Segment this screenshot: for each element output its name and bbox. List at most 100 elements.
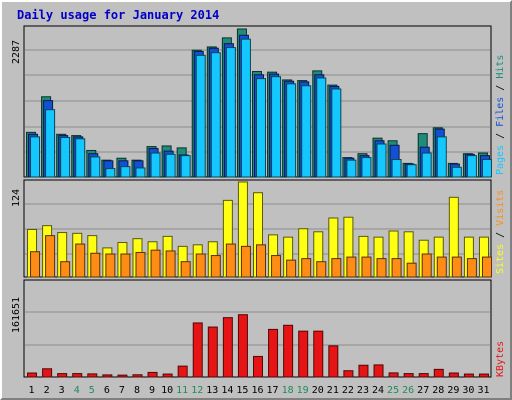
bar-kbytes-day-12 <box>192 322 203 378</box>
x-tick-label-day-18: 18 <box>282 385 294 396</box>
bar-kbytes-day-28 <box>433 368 444 378</box>
legend-hits-files-pages: Pages / Files / Hits <box>495 55 506 175</box>
x-tick-label-day-12: 12 <box>191 385 203 396</box>
legend-kbytes: KBytes <box>495 341 506 377</box>
x-tick-label-day-8: 8 <box>134 385 140 396</box>
bar-pages-day-20 <box>316 77 327 178</box>
x-tick-label-day-6: 6 <box>104 385 110 396</box>
bar-visits-day-4 <box>75 243 86 278</box>
legend-visits: Visits <box>495 190 506 226</box>
bar-kbytes-day-1 <box>27 372 38 378</box>
x-tick-label-day-16: 16 <box>251 385 263 396</box>
x-tick-label-day-5: 5 <box>89 385 95 396</box>
bar-pages-day-13 <box>210 52 221 178</box>
bar-pages-day-19 <box>301 85 312 178</box>
bar-kbytes-day-26 <box>403 373 414 378</box>
bar-visits-day-3 <box>60 261 71 278</box>
bar-pages-day-21 <box>331 88 342 178</box>
bar-pages-day-29 <box>451 166 462 178</box>
x-tick-label-day-20: 20 <box>312 385 324 396</box>
bar-kbytes-day-18 <box>283 324 294 378</box>
x-tick-label-day-19: 19 <box>297 385 309 396</box>
bar-kbytes-day-20 <box>313 330 324 378</box>
bar-pages-day-8 <box>135 167 146 178</box>
bar-kbytes-day-29 <box>448 372 459 378</box>
x-tick-label-day-9: 9 <box>149 385 155 396</box>
bar-visits-day-29 <box>451 256 462 278</box>
bar-pages-day-10 <box>165 153 176 178</box>
legend-hits: Hits <box>495 55 506 79</box>
bar-kbytes-day-3 <box>57 373 68 378</box>
bar-kbytes-day-11 <box>177 365 188 378</box>
x-tick-label-day-25: 25 <box>387 385 399 396</box>
bar-pages-day-1 <box>30 136 41 178</box>
bar-visits-day-5 <box>90 252 101 278</box>
bar-kbytes-day-25 <box>388 372 399 378</box>
bar-pages-day-25 <box>391 159 402 178</box>
bar-visits-day-14 <box>225 243 236 278</box>
bar-pages-day-14 <box>225 47 236 178</box>
x-tick-label-day-26: 26 <box>402 385 414 396</box>
bar-pages-day-24 <box>376 143 387 178</box>
bar-pages-day-15 <box>240 38 251 178</box>
bar-visits-day-2 <box>45 235 56 278</box>
bar-kbytes-day-4 <box>72 373 83 378</box>
bar-visits-day-18 <box>286 259 297 278</box>
x-tick-label-day-7: 7 <box>119 385 125 396</box>
x-tick-label-day-11: 11 <box>176 385 188 396</box>
bar-visits-day-26 <box>406 262 417 278</box>
legend-separator: / <box>495 127 506 145</box>
bar-visits-day-7 <box>120 253 131 278</box>
bar-pages-day-12 <box>195 54 206 178</box>
x-tick-label-day-3: 3 <box>59 385 65 396</box>
bar-visits-day-31 <box>481 256 492 278</box>
x-tick-label-day-27: 27 <box>417 385 429 396</box>
legend-separator: / <box>495 226 506 244</box>
bar-visits-day-22 <box>346 256 357 278</box>
bar-pages-day-18 <box>286 83 297 178</box>
x-tick-label-day-24: 24 <box>372 385 384 396</box>
bar-visits-day-8 <box>135 251 146 278</box>
bar-visits-day-12 <box>195 253 206 278</box>
x-tick-label-day-14: 14 <box>221 385 233 396</box>
bar-kbytes-day-27 <box>418 373 429 378</box>
bar-pages-day-27 <box>421 152 432 178</box>
bar-kbytes-day-6 <box>102 374 113 378</box>
bar-pages-day-5 <box>90 156 101 178</box>
bar-pages-day-23 <box>361 157 372 178</box>
bar-pages-day-28 <box>436 136 447 178</box>
bar-visits-day-25 <box>391 258 402 278</box>
bar-kbytes-day-30 <box>463 373 474 378</box>
bar-kbytes-day-2 <box>42 368 53 378</box>
bar-visits-day-16 <box>256 244 266 278</box>
bar-kbytes-day-21 <box>328 345 339 378</box>
bar-pages-day-9 <box>150 152 161 178</box>
bar-pages-day-26 <box>406 164 417 178</box>
bar-kbytes-day-16 <box>253 355 263 378</box>
bar-pages-day-11 <box>180 155 191 178</box>
legend-separator: / <box>495 79 506 97</box>
bar-visits-day-10 <box>165 250 176 278</box>
ymax-label-hits-files-pages: 2287 <box>11 40 22 64</box>
x-tick-label-day-23: 23 <box>357 385 369 396</box>
bar-pages-day-30 <box>466 155 477 178</box>
bar-pages-day-7 <box>120 166 131 178</box>
bar-visits-day-27 <box>421 253 432 278</box>
x-tick-label-day-29: 29 <box>447 385 459 396</box>
legend-files: Files <box>495 97 506 127</box>
legend-sites: Sites <box>495 244 506 274</box>
bar-visits-day-20 <box>316 261 327 278</box>
bar-kbytes-day-5 <box>87 373 98 378</box>
bar-pages-day-6 <box>105 168 116 178</box>
bar-visits-day-23 <box>361 256 372 278</box>
legend-kbytes: KBytes <box>495 341 506 377</box>
bar-pages-day-2 <box>45 109 56 178</box>
x-tick-label-day-1: 1 <box>29 385 35 396</box>
bar-pages-day-3 <box>60 137 71 178</box>
x-tick-label-day-30: 30 <box>462 385 474 396</box>
bar-visits-day-19 <box>301 258 312 278</box>
bar-kbytes-day-10 <box>162 373 173 378</box>
bar-kbytes-day-24 <box>373 364 384 378</box>
